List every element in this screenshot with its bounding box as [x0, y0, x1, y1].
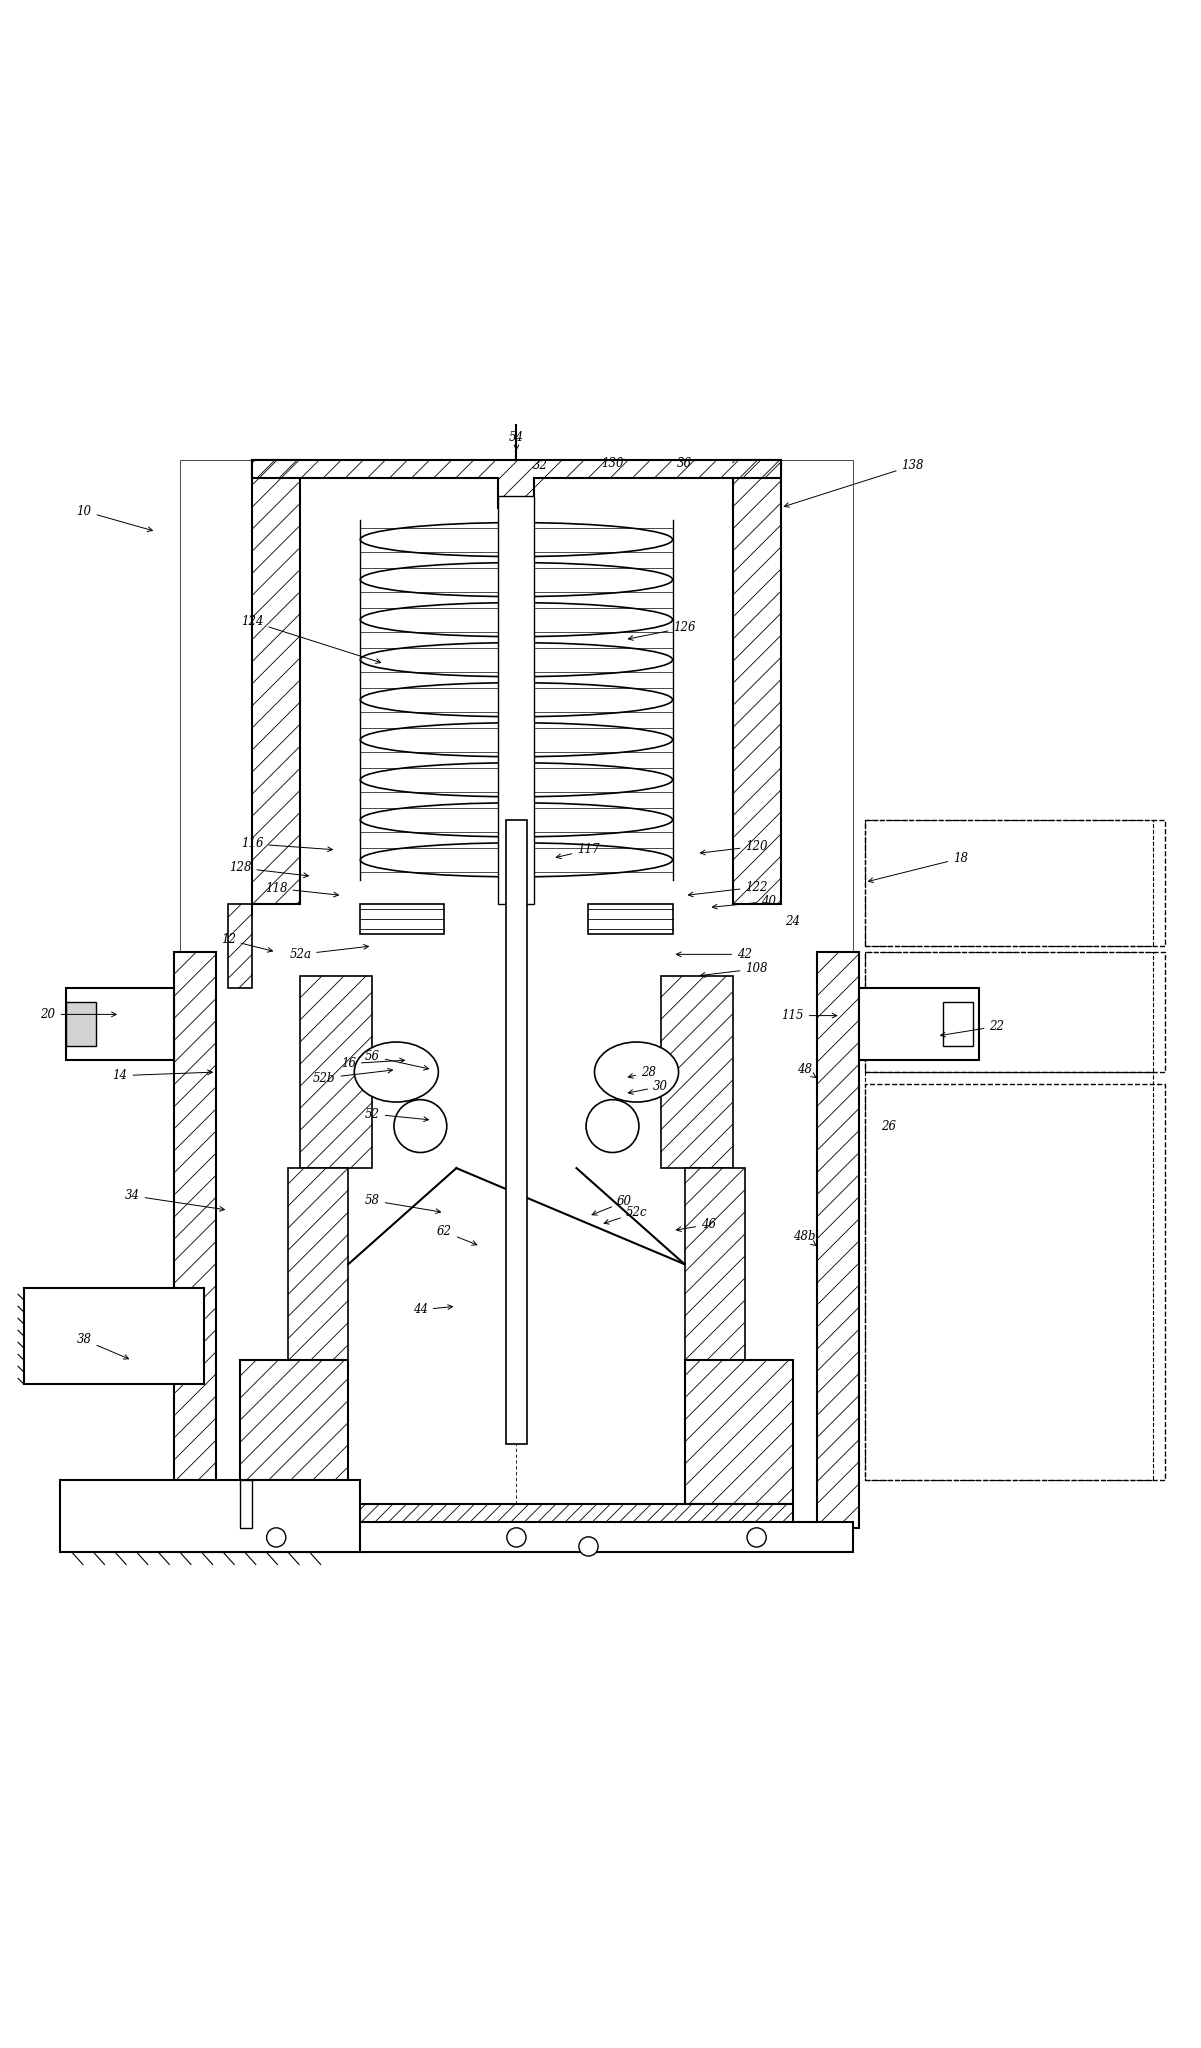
- Polygon shape: [252, 459, 781, 508]
- Ellipse shape: [360, 723, 673, 758]
- Text: 118: 118: [265, 883, 339, 897]
- Text: 138: 138: [784, 459, 924, 508]
- Bar: [865, 952, 1165, 1071]
- Text: 14: 14: [113, 1069, 213, 1081]
- Text: 40: 40: [712, 895, 776, 909]
- Bar: [498, 496, 534, 903]
- Ellipse shape: [360, 682, 673, 717]
- Polygon shape: [288, 1167, 348, 1360]
- Text: 26: 26: [882, 1120, 896, 1133]
- Text: 115: 115: [782, 1010, 837, 1022]
- Polygon shape: [685, 1167, 745, 1360]
- Text: 54: 54: [509, 432, 524, 451]
- Bar: [60, 1481, 360, 1552]
- Bar: [859, 987, 979, 1061]
- Bar: [865, 1083, 1165, 1481]
- Polygon shape: [228, 903, 252, 987]
- Bar: [865, 819, 1153, 946]
- Text: 42: 42: [676, 948, 752, 961]
- Text: 16: 16: [341, 1057, 405, 1071]
- Text: 48b: 48b: [794, 1231, 817, 1245]
- Bar: [865, 952, 1153, 1071]
- Bar: [180, 1522, 853, 1552]
- Text: 20: 20: [41, 1008, 116, 1020]
- Circle shape: [267, 1528, 286, 1546]
- Text: 124: 124: [241, 614, 381, 664]
- Bar: [943, 1001, 973, 1047]
- Text: 130: 130: [602, 457, 623, 469]
- Polygon shape: [240, 1505, 793, 1528]
- Text: 24: 24: [785, 915, 800, 928]
- Circle shape: [579, 1536, 598, 1556]
- Bar: [24, 1288, 204, 1384]
- Bar: [66, 987, 174, 1061]
- Polygon shape: [685, 1360, 793, 1505]
- Ellipse shape: [360, 522, 673, 557]
- Text: 48: 48: [797, 1063, 815, 1077]
- Text: 52c: 52c: [604, 1206, 647, 1225]
- Text: 32: 32: [533, 459, 548, 471]
- Polygon shape: [817, 952, 859, 1528]
- Text: 122: 122: [688, 881, 767, 897]
- Circle shape: [747, 1528, 766, 1546]
- Bar: [506, 819, 527, 1444]
- Text: 128: 128: [229, 862, 309, 879]
- Ellipse shape: [360, 602, 673, 637]
- Text: 120: 120: [700, 840, 767, 854]
- Text: 60: 60: [592, 1196, 632, 1214]
- Text: 117: 117: [556, 844, 599, 858]
- Ellipse shape: [594, 1042, 679, 1102]
- Text: 22: 22: [940, 1020, 1004, 1036]
- Ellipse shape: [360, 762, 673, 797]
- Text: 10: 10: [77, 504, 153, 532]
- Text: 52a: 52a: [289, 944, 369, 961]
- Text: 30: 30: [628, 1079, 668, 1094]
- Text: 12: 12: [221, 934, 273, 952]
- Text: 56: 56: [365, 1051, 429, 1071]
- Polygon shape: [733, 459, 781, 903]
- Text: 126: 126: [628, 621, 695, 641]
- Text: 52: 52: [365, 1108, 429, 1122]
- Text: 18: 18: [868, 852, 968, 883]
- Circle shape: [394, 1100, 447, 1153]
- Text: 44: 44: [413, 1303, 453, 1317]
- Circle shape: [586, 1100, 639, 1153]
- Polygon shape: [252, 459, 300, 903]
- Ellipse shape: [360, 803, 673, 838]
- Bar: [865, 819, 1165, 946]
- Text: 58: 58: [365, 1194, 441, 1214]
- Text: 28: 28: [628, 1065, 656, 1079]
- Ellipse shape: [360, 643, 673, 676]
- Ellipse shape: [360, 844, 673, 877]
- Text: 52b: 52b: [313, 1069, 393, 1085]
- Polygon shape: [174, 952, 216, 1528]
- Bar: [240, 1481, 252, 1528]
- Ellipse shape: [360, 563, 673, 596]
- Bar: [865, 1071, 1153, 1481]
- Text: 34: 34: [125, 1190, 225, 1210]
- Polygon shape: [588, 903, 673, 934]
- Text: 108: 108: [700, 963, 767, 977]
- Text: 38: 38: [77, 1333, 129, 1360]
- Text: 62: 62: [437, 1225, 477, 1245]
- Polygon shape: [240, 1360, 348, 1505]
- Ellipse shape: [354, 1042, 438, 1102]
- Polygon shape: [300, 977, 372, 1167]
- Polygon shape: [360, 903, 444, 934]
- Polygon shape: [661, 977, 733, 1167]
- Bar: [66, 1001, 96, 1047]
- Text: 116: 116: [241, 838, 333, 852]
- Circle shape: [507, 1528, 526, 1546]
- Text: 36: 36: [677, 457, 692, 469]
- Text: 46: 46: [676, 1219, 716, 1231]
